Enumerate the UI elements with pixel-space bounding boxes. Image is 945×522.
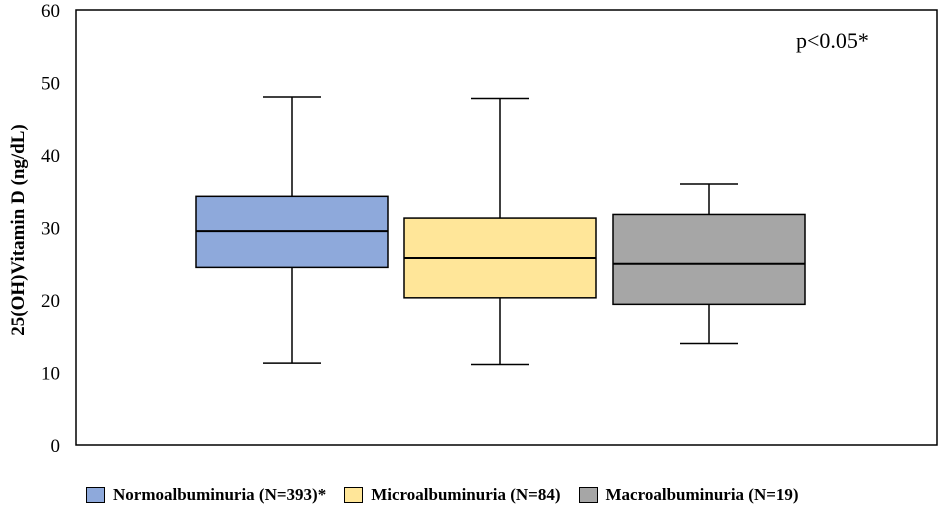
- y-tick-label: 60: [41, 1, 60, 22]
- legend-swatch: [344, 487, 364, 503]
- legend-label: Normoalbuminuria (N=393)*: [113, 485, 327, 504]
- legend-label: Microalbuminuria (N=84): [371, 485, 561, 504]
- box-3: [612, 183, 806, 345]
- box-1: [195, 96, 389, 364]
- y-tick-label: 30: [41, 219, 60, 240]
- iqr-box: [612, 213, 806, 306]
- y-axis-ticks: 0 10 20 30 40 50 60: [41, 1, 60, 457]
- y-tick-label: 40: [41, 146, 60, 167]
- y-tick-label: 0: [51, 436, 61, 457]
- legend: Normoalbuminuria (N=393)* Microalbuminuri…: [86, 482, 817, 508]
- box-2: [403, 97, 597, 366]
- y-tick-label: 20: [41, 291, 60, 312]
- legend-item: Macroalbuminuria (N=19): [578, 485, 799, 505]
- y-tick-label: 10: [41, 364, 60, 385]
- legend-swatch: [578, 487, 598, 503]
- significance-annotation: p<0.05*: [796, 28, 869, 53]
- legend-item: Normoalbuminuria (N=393)*: [86, 485, 326, 505]
- legend-swatch: [86, 487, 105, 503]
- y-axis-label: 25(OH)Vitamin D (ng/dL): [8, 124, 29, 335]
- y-tick-label: 50: [41, 74, 60, 95]
- legend-item: Microalbuminuria (N=84): [344, 485, 561, 505]
- legend-label: Macroalbuminuria (N=19): [605, 485, 799, 504]
- boxes: [195, 96, 806, 366]
- box-plot-chart: 0 10 20 30 40 50 60 25(OH)Vitamin D (ng/dL) p<…: [8, 1, 938, 457]
- plot-area-frame: [75, 9, 938, 446]
